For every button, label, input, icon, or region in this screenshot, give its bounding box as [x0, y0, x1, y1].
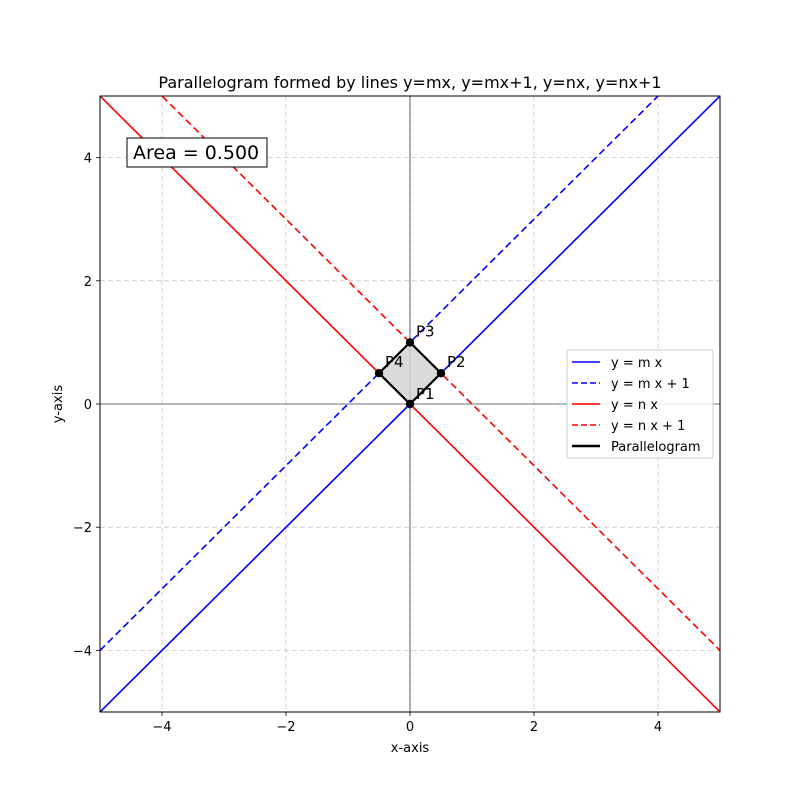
vertex-label: P4: [385, 353, 404, 371]
y-tick-label: 4: [84, 152, 92, 167]
vertex-label: P2: [447, 353, 466, 371]
vertex-marker: [374, 369, 384, 378]
x-tick-label: 0: [406, 720, 414, 735]
legend-label: y = n x + 1: [611, 419, 685, 434]
x-tick-label: 2: [530, 720, 538, 735]
legend-box: [566, 349, 714, 459]
x-tick-label: 4: [654, 720, 662, 735]
legend-label: y = m x + 1: [611, 377, 690, 392]
x-tick-label: −2: [276, 720, 295, 735]
vertex-marker: [405, 338, 415, 347]
parallelogram-outline-layer: P1 P2 P3 P4: [374, 322, 466, 409]
area-annotation-box: [126, 137, 268, 168]
y-tick-label: −4: [73, 644, 92, 659]
vertex-marker: [405, 399, 415, 409]
x-tick-label: −4: [152, 720, 171, 735]
area-annotation: Area = 0.500: [126, 137, 268, 168]
y-axis-label: y-axis: [51, 385, 66, 423]
x-axis-label: x-axis: [391, 741, 430, 756]
legend-label: y = m x: [611, 356, 663, 371]
axis-ticks: −4 −2 0 2 4 −4 −2 0 2 4: [73, 152, 662, 735]
area-annotation-text: Area = 0.500: [133, 142, 259, 164]
y-tick-label: 2: [84, 275, 92, 290]
y-tick-label: −2: [73, 521, 92, 536]
series-line: [100, 96, 660, 651]
legend-label: y = n x: [611, 398, 658, 413]
chart-title: Parallelogram formed by lines y=mx, y=mx…: [158, 73, 661, 92]
vertex-marker: [436, 369, 446, 378]
y-tick-label: 0: [84, 398, 92, 413]
vertex-label: P1: [416, 385, 435, 403]
legend: y = m x y = m x + 1 y = n x y = n x + 1 Para…: [566, 349, 714, 459]
vertex-label: P3: [416, 322, 435, 340]
legend-label: Parallelogram: [611, 440, 701, 455]
series-line: [160, 96, 720, 651]
